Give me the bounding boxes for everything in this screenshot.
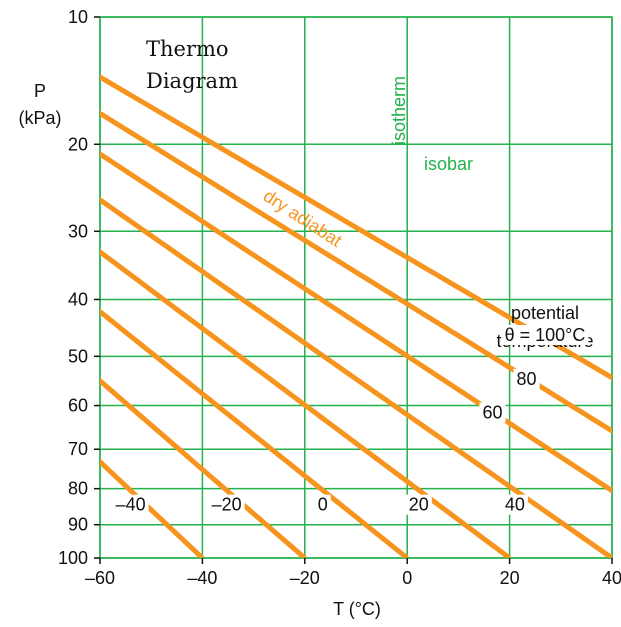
- adiabat-value-label: 0: [314, 494, 331, 515]
- dry-adiabat-line: [100, 377, 307, 558]
- chart-title-line-1: Thermo: [146, 37, 229, 61]
- dry-adiabat-line: [100, 458, 205, 558]
- adiabat-value-label: 80: [513, 368, 540, 389]
- svg-text:θ = 100°C: θ = 100°C: [505, 325, 586, 345]
- isobar-label: isobar: [424, 154, 473, 174]
- x-tick-label: 20: [500, 568, 520, 588]
- dry-adiabat-line: [100, 196, 612, 558]
- dry-adiabats: [100, 74, 612, 558]
- svg-text:20: 20: [409, 495, 429, 515]
- x-axis-title: T (°C): [333, 599, 381, 619]
- x-tick-label: –60: [85, 568, 115, 588]
- adiabat-value-label: –40: [112, 494, 149, 515]
- dry-adiabat-line: [100, 74, 612, 381]
- y-tick-label: 60: [68, 396, 88, 416]
- svg-text:0: 0: [318, 495, 328, 515]
- y-tick-label: 50: [68, 346, 88, 366]
- axis-ticks: 10 20 30 40 50 60 70 80 90 100–60 –40 –20 0 20 40: [58, 7, 621, 588]
- svg-text:–20: –20: [212, 495, 242, 515]
- y-tick-label: 80: [68, 479, 88, 499]
- theta-100-label: θ = 100°C: [501, 325, 589, 346]
- x-tick-label: 40: [602, 568, 621, 588]
- dry-adiabat-line: [100, 248, 512, 558]
- svg-text:80: 80: [517, 369, 537, 389]
- y-tick-label: 20: [68, 134, 88, 154]
- svg-text:–40: –40: [116, 495, 146, 515]
- y-axis-title-line-2: (kPa): [18, 108, 61, 128]
- adiabat-value-label: 20: [405, 494, 432, 515]
- adiabat-value-label: –20: [208, 494, 245, 515]
- adiabat-value-labels: –40 –20 0 20 40 60 80 θ = 100°C: [112, 325, 589, 515]
- chart-title-line-2: Diagram: [146, 69, 238, 93]
- dry-adiabat-line: [100, 308, 409, 558]
- x-tick-label: –20: [290, 568, 320, 588]
- y-tick-label: 10: [68, 7, 88, 27]
- y-axis-title-line-1: P: [34, 81, 46, 101]
- y-tick-label: 40: [68, 289, 88, 309]
- svg-text:40: 40: [505, 495, 525, 515]
- adiabat-value-label: 40: [501, 494, 528, 515]
- y-tick-label: 100: [58, 548, 88, 568]
- svg-text:60: 60: [483, 403, 503, 423]
- y-tick-label: 30: [68, 221, 88, 241]
- y-tick-label: 70: [68, 439, 88, 459]
- x-tick-label: –40: [187, 568, 217, 588]
- plot-frame: [99, 16, 613, 559]
- potential-temperature-label-line-1: potential: [511, 303, 579, 323]
- grid: [99, 16, 613, 559]
- dry-adiabat-line: [100, 151, 612, 494]
- adiabat-value-label: 60: [479, 402, 506, 423]
- isotherm-label: isotherm: [389, 76, 409, 145]
- y-tick-label: 90: [68, 515, 88, 535]
- dry-adiabat-line: [100, 110, 612, 434]
- x-tick-label: 0: [402, 568, 412, 588]
